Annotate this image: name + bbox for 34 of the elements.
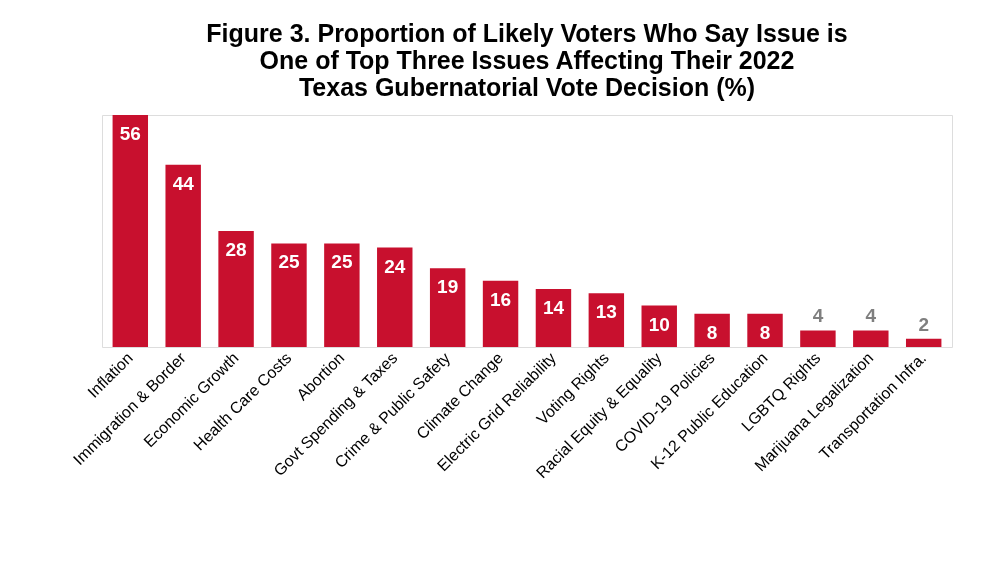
- bar: [800, 330, 836, 347]
- bar: [694, 313, 730, 347]
- bar: [165, 164, 201, 347]
- bar: [588, 293, 625, 347]
- data-label: 10: [648, 313, 670, 335]
- data-label: 4: [865, 305, 877, 327]
- bar: [324, 243, 360, 347]
- data-label: 8: [759, 321, 771, 343]
- data-label: 28: [225, 239, 247, 260]
- data-label: 13: [595, 301, 617, 323]
- bar: [377, 247, 413, 347]
- data-label: 25: [331, 251, 353, 273]
- data-label: 16: [489, 288, 512, 310]
- data-label: 2: [918, 313, 929, 335]
- text: Texas Gubernatorial Vote Decision (%): [298, 73, 756, 101]
- text: Figure 3. Proportion of Likely Voters Who Say Issue is: [206, 19, 848, 47]
- data-label: 8: [706, 321, 718, 343]
- data-label: 24: [384, 255, 406, 277]
- data-label: 56: [119, 123, 141, 144]
- bar: [482, 280, 519, 347]
- text: One of Top Three Issues Affecting Their 2022: [259, 46, 795, 74]
- data-label: 25: [278, 251, 300, 273]
- bar: [535, 289, 572, 347]
- bar: [747, 313, 783, 347]
- bar: [853, 330, 889, 347]
- data-label: 4: [812, 305, 824, 327]
- bar: [429, 268, 466, 347]
- bar: [271, 243, 307, 347]
- bar: [218, 231, 254, 347]
- data-label: 44: [172, 172, 195, 194]
- bar: [905, 338, 942, 347]
- data-label: 19: [437, 276, 459, 298]
- bar: [112, 115, 149, 347]
- data-label: 14: [542, 297, 565, 318]
